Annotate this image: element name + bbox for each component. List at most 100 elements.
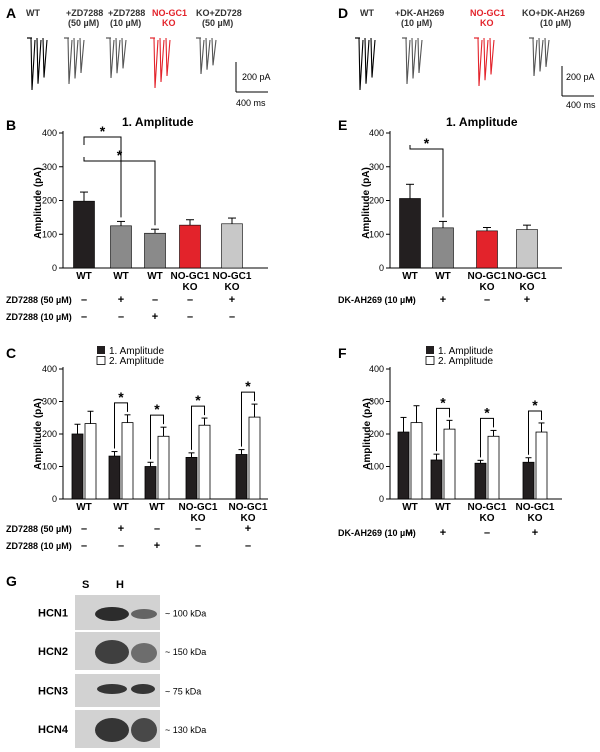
condition-symbol: –: [187, 311, 193, 323]
panel-c-legend-label-1: 1. Amplitude: [109, 346, 164, 357]
panel-f-legend-swatch-2: [425, 356, 435, 365]
trace-sweep: [36, 37, 42, 84]
panel-d-trace-label-3-line-2: KO: [480, 18, 494, 28]
category-label: KO: [528, 513, 543, 524]
panel-b-title: 1. Amplitude: [122, 115, 194, 129]
category-label: WT: [402, 271, 418, 282]
condition-symbol: –: [407, 294, 413, 306]
blot-band: [131, 684, 155, 694]
panel-g: G S H HCN1 ~ 100 kDa HCN2 ~ 150 kDa HCN3 ~ 75…: [6, 573, 206, 748]
bar-amplitude-2: [248, 416, 261, 500]
blot-band: [97, 684, 127, 694]
category-label: KO: [225, 282, 240, 293]
blot-band: [95, 640, 129, 664]
significance-bracket: [191, 405, 205, 450]
panel-d-trace-label-2-line-1: +DK-AH269: [395, 8, 444, 18]
panel-f: F 1. Amplitude 2. Amplitude Amplitude (p…: [338, 345, 562, 539]
panel-d: D WT +DK-AH269 (10 µM) NO-GC1 KO KO+DK-A…: [338, 5, 596, 110]
trace-sweep: [483, 37, 489, 81]
panel-f-condition-label-1: DK-AH269 (10 µM): [338, 528, 416, 538]
panel-g-lane-label-h: H: [116, 579, 124, 591]
panel-a-traces: [27, 37, 217, 91]
trace-sweep: [165, 37, 171, 77]
condition-symbol: –: [407, 527, 413, 539]
trace-sweep: [199, 37, 205, 75]
panel-a-letter: A: [6, 5, 16, 21]
panel-d-traces: [355, 37, 550, 91]
panel-a-trace-label-3-line-1: +ZD7288: [108, 8, 145, 18]
y-tick-label: 200: [42, 429, 57, 439]
condition-symbol: +: [118, 523, 124, 535]
panel-a-trace-label-2-line-1: +ZD7288: [66, 8, 103, 18]
trace-sweep: [153, 37, 159, 89]
blot-size-label: ~ 150 kDa: [165, 647, 206, 657]
trace-sweep: [544, 37, 550, 67]
panel-d-trace-label-4-line-1: KO+DK-AH269: [522, 8, 585, 18]
category-label: WT: [435, 502, 451, 513]
panel-c-legend-swatch-1: [97, 346, 105, 354]
blot-size-label: ~ 130 kDa: [165, 725, 206, 735]
trace-sweep: [159, 37, 165, 83]
blot-band: [95, 607, 129, 621]
trace-sweep: [489, 37, 495, 75]
panel-c-condition-symbols: – + – – + – – + – –: [81, 523, 251, 552]
bar-amplitude-1: [235, 454, 248, 500]
panel-a-scale-y-label: 200 pA: [242, 72, 271, 82]
panel-e-title: 1. Amplitude: [446, 115, 518, 129]
panel-f-letter: F: [338, 345, 347, 361]
panel-e: E 1. Amplitude Amplitude (pA) 0 100 200 300…: [338, 115, 562, 306]
trace-sweep: [109, 37, 115, 79]
condition-symbol: –: [81, 540, 87, 552]
y-tick-label: 400: [369, 128, 384, 138]
condition-symbol: –: [195, 540, 201, 552]
category-label: KO: [480, 513, 495, 524]
condition-symbol: +: [524, 294, 530, 306]
panel-c: C 1. Amplitude 2. Amplitude Amplitude (p…: [6, 345, 268, 552]
trace-sweep: [73, 37, 79, 79]
panel-a-trace-label-5-line-1: KO+ZD728: [196, 8, 242, 18]
panel-d-trace-label-1-line-1: WT: [360, 8, 374, 18]
bar-amplitude-1: [144, 466, 157, 500]
bar-amplitude-1: [430, 459, 443, 500]
significance-bracket: [436, 407, 450, 452]
bar-amplitude-1: [71, 433, 84, 500]
panel-b-letter: B: [6, 117, 16, 133]
category-label: KO: [191, 513, 206, 524]
trace-sweep: [370, 37, 376, 78]
y-tick-label: 200: [42, 196, 57, 206]
condition-symbol: +: [152, 311, 158, 323]
significance-star: *: [117, 147, 123, 163]
panel-a-trace-label-1-line-1: WT: [26, 8, 40, 18]
significance-bracket: [409, 145, 444, 218]
panel-b-condition-label-2: ZD7288 (10 µM): [6, 312, 72, 322]
trace-sweep: [115, 37, 121, 74]
panel-a-trace-label-5-line-2: (50 µM): [202, 18, 233, 28]
category-label: NO-GC1: [213, 271, 252, 282]
panel-d-letter: D: [338, 5, 348, 21]
panel-f-y-axis-label: Amplitude (pA): [362, 398, 373, 470]
panel-a: A WT +ZD7288 (50 µM) +ZD7288 (10 µM) NO-…: [6, 5, 271, 108]
condition-symbol: –: [152, 294, 158, 306]
panel-c-legend-label-2: 2. Amplitude: [109, 356, 164, 367]
trace-sweep: [67, 37, 73, 85]
trace-sweep: [121, 37, 127, 69]
category-label: NO-GC1: [468, 502, 507, 513]
trace-sweep: [364, 37, 370, 84]
significance-bracket: [480, 417, 494, 458]
condition-symbol: –: [229, 311, 235, 323]
bar: [476, 230, 498, 269]
bar-amplitude-2: [84, 423, 97, 500]
trace-sweep: [417, 37, 423, 74]
panel-d-trace-label-4-line-2: (10 µM): [540, 18, 571, 28]
panel-e-condition-label-1: DK-AH269 (10 µM): [338, 295, 416, 305]
bar-amplitude-2: [198, 424, 211, 500]
bar-amplitude-2: [535, 431, 548, 500]
y-tick-label: 300: [369, 397, 384, 407]
bar-amplitude-1: [108, 455, 121, 500]
blot-size-label: ~ 100 kDa: [165, 609, 206, 619]
significance-bracket: [150, 414, 164, 460]
significance-star: *: [484, 404, 490, 420]
bar-amplitude-1: [522, 461, 535, 500]
